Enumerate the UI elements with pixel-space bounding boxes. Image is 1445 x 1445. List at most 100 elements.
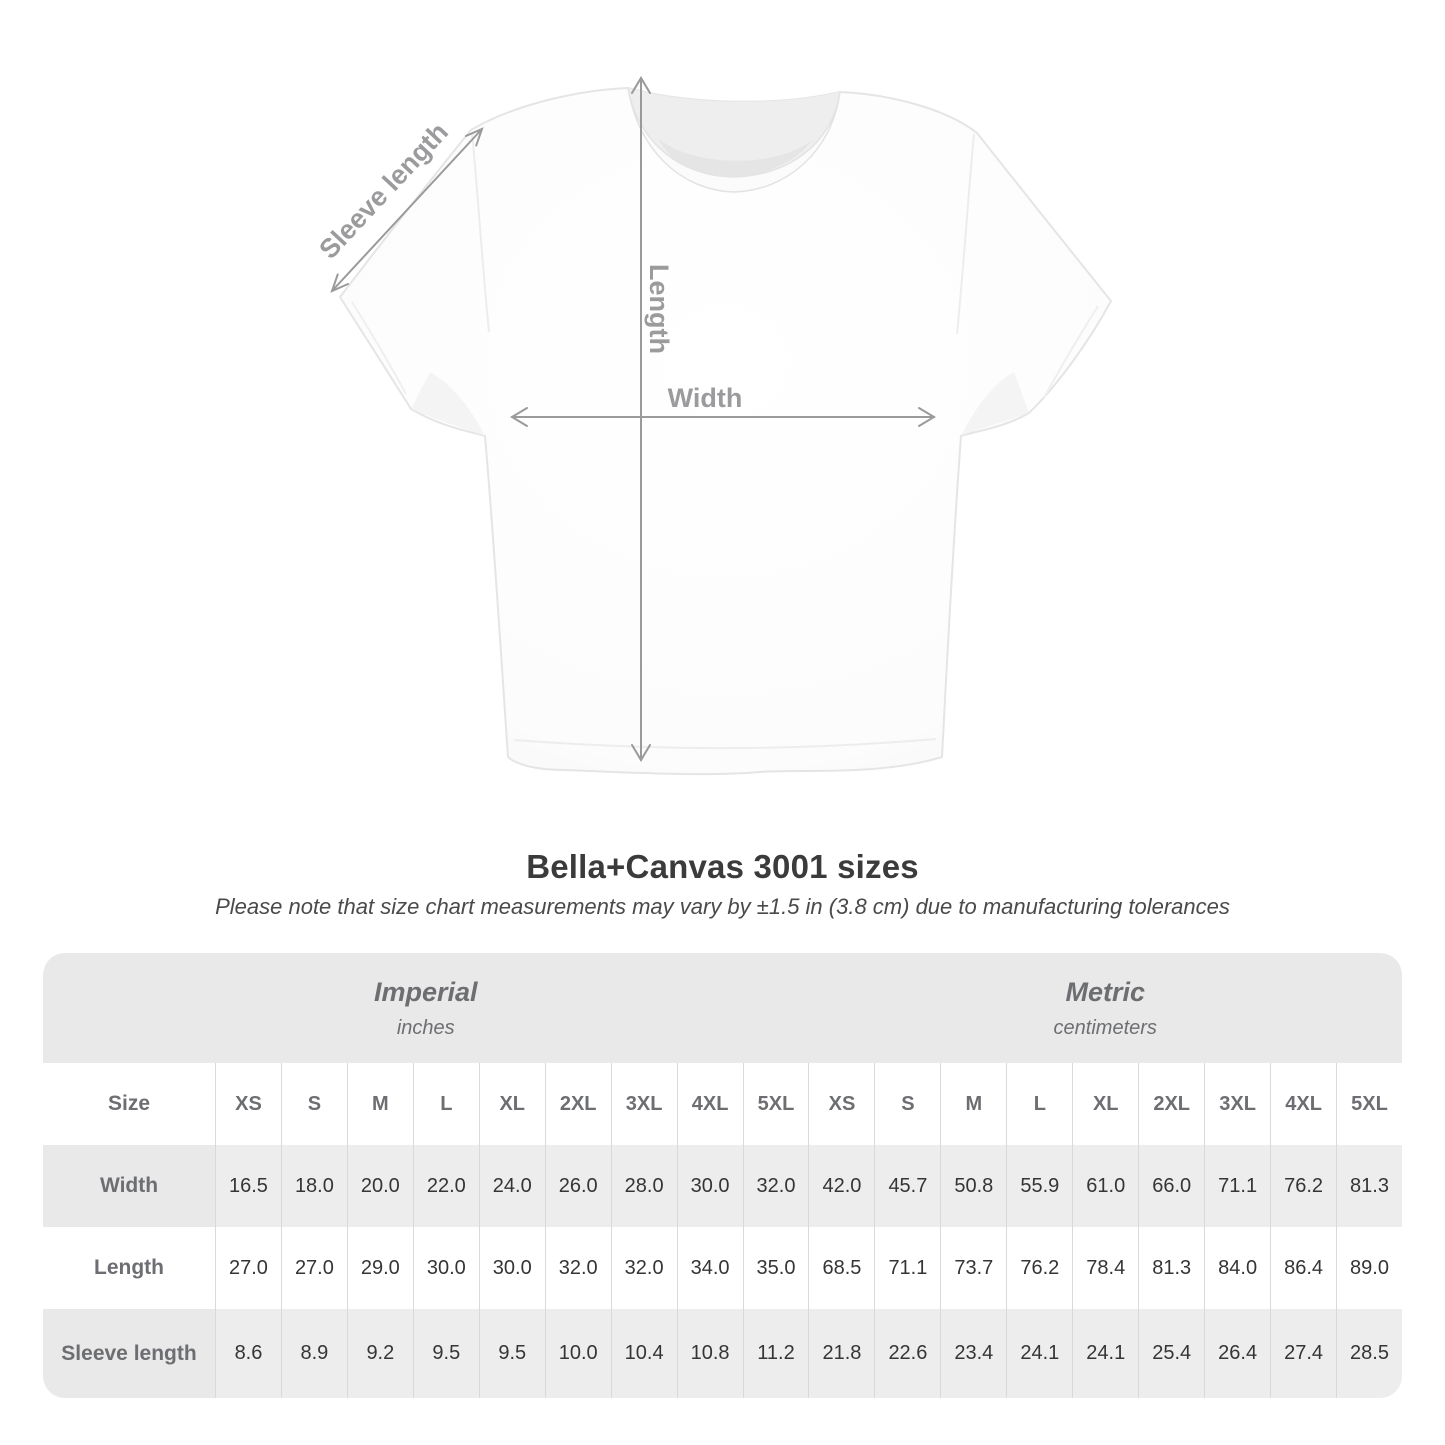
length-metric-3xl: 84.0	[1204, 1227, 1271, 1309]
sleeve-length-arrow	[330, 127, 484, 293]
length-imperial-xs: 27.0	[215, 1227, 281, 1309]
width-metric-4xl: 76.2	[1270, 1145, 1337, 1227]
width-metric-3xl: 71.1	[1204, 1145, 1271, 1227]
width-metric-2xl: 66.0	[1138, 1145, 1205, 1227]
length-metric-4xl: 86.4	[1270, 1227, 1337, 1309]
sleeve-length-metric-5xl: 28.5	[1336, 1309, 1402, 1398]
size-header-imperial-5xl: 5XL	[742, 1063, 809, 1145]
width-label: Width	[668, 383, 743, 413]
size-header-metric-s: S	[874, 1063, 941, 1145]
row-label-length: Length	[43, 1227, 215, 1309]
page-title: Bella+Canvas 3001 sizes	[526, 848, 919, 885]
size-header-imperial-s: S	[280, 1063, 347, 1145]
length-imperial-l: 30.0	[412, 1227, 479, 1309]
size-header-metric-2xl: 2XL	[1138, 1063, 1205, 1145]
left-shoulder-seam	[471, 131, 490, 333]
sleeve-length-metric-m: 23.4	[940, 1309, 1007, 1398]
length-metric-l: 76.2	[1006, 1227, 1073, 1309]
length-imperial-xl: 30.0	[478, 1227, 545, 1309]
size-header-metric-xl: XL	[1072, 1063, 1139, 1145]
length-arrow	[631, 76, 651, 762]
sleeve-length-imperial-s: 8.9	[280, 1309, 347, 1398]
length-label: Length	[644, 264, 674, 354]
width-imperial-5xl: 32.0	[742, 1145, 809, 1227]
width-metric-5xl: 81.3	[1336, 1145, 1402, 1227]
length-metric-xs: 68.5	[808, 1227, 875, 1309]
length-imperial-m: 29.0	[346, 1227, 413, 1309]
metric-group-title: Metric	[1065, 976, 1145, 1007]
width-arrow	[510, 407, 936, 427]
sleeve-length-imperial-xs: 8.6	[215, 1309, 281, 1398]
tshirt-silhouette	[339, 87, 1112, 776]
sleeve-length-imperial-3xl: 10.4	[610, 1309, 677, 1398]
tolerance-note: Please note that size chart measurements…	[215, 894, 1230, 919]
width-metric-s: 45.7	[874, 1145, 941, 1227]
length-imperial-4xl: 34.0	[676, 1227, 743, 1309]
length-imperial-s: 27.0	[280, 1227, 347, 1309]
metric-group-header: Metric centimeters	[808, 953, 1402, 1063]
sleeve-length-metric-xl: 24.1	[1072, 1309, 1139, 1398]
width-imperial-m: 20.0	[346, 1145, 413, 1227]
length-imperial-3xl: 32.0	[610, 1227, 677, 1309]
width-imperial-3xl: 28.0	[610, 1145, 677, 1227]
length-imperial-5xl: 35.0	[742, 1227, 809, 1309]
imperial-group-unit: inches	[396, 1016, 455, 1039]
right-shoulder-seam	[956, 133, 975, 335]
size-header-metric-5xl: 5XL	[1336, 1063, 1402, 1145]
sleeve-length-imperial-m: 9.2	[346, 1309, 413, 1398]
width-metric-xs: 42.0	[808, 1145, 875, 1227]
length-metric-5xl: 89.0	[1336, 1227, 1402, 1309]
width-imperial-l: 22.0	[412, 1145, 479, 1227]
size-table: Imperial inches Metric centimeters Size X…	[43, 953, 1402, 1398]
width-metric-m: 50.8	[940, 1145, 1007, 1227]
collar-band	[627, 87, 841, 193]
width-imperial-4xl: 30.0	[676, 1145, 743, 1227]
size-header-imperial-xl: XL	[478, 1063, 545, 1145]
size-header-imperial-4xl: 4XL	[676, 1063, 743, 1145]
width-metric-xl: 61.0	[1072, 1145, 1139, 1227]
size-header-imperial-xs: XS	[215, 1063, 281, 1145]
sleeve-length-metric-3xl: 26.4	[1204, 1309, 1271, 1398]
size-header-metric-4xl: 4XL	[1270, 1063, 1337, 1145]
size-header-imperial-3xl: 3XL	[610, 1063, 677, 1145]
imperial-group-header: Imperial inches	[43, 953, 809, 1063]
sleeve-length-metric-l: 24.1	[1006, 1309, 1073, 1398]
right-underarm-shadow	[961, 372, 1029, 436]
width-imperial-s: 18.0	[280, 1145, 347, 1227]
sleeve-length-metric-xs: 21.8	[808, 1309, 875, 1398]
width-metric-l: 55.9	[1006, 1145, 1073, 1227]
metric-group-unit: centimeters	[1053, 1016, 1157, 1039]
tshirt-diagram: Sleeve length Length Width	[313, 76, 1112, 776]
hem-stitch-line	[513, 738, 937, 750]
imperial-group-title: Imperial	[373, 976, 478, 1007]
width-imperial-xs: 16.5	[215, 1145, 281, 1227]
size-header-imperial-l: L	[412, 1063, 479, 1145]
row-label-sleeve-length: Sleeve length	[43, 1309, 215, 1398]
sleeve-length-metric-4xl: 27.4	[1270, 1309, 1337, 1398]
length-metric-s: 71.1	[874, 1227, 941, 1309]
sleeve-length-metric-s: 22.6	[874, 1309, 941, 1398]
width-imperial-2xl: 26.0	[544, 1145, 611, 1227]
length-metric-m: 73.7	[940, 1227, 1007, 1309]
left-sleeve-stitch	[351, 301, 407, 395]
length-metric-xl: 78.4	[1072, 1227, 1139, 1309]
sleeve-length-imperial-4xl: 10.8	[676, 1309, 743, 1398]
neck-shadow	[658, 138, 812, 180]
size-header-imperial-2xl: 2XL	[544, 1063, 611, 1145]
length-imperial-2xl: 32.0	[544, 1227, 611, 1309]
sleeve-length-imperial-xl: 9.5	[478, 1309, 545, 1398]
size-header-metric-m: M	[940, 1063, 1007, 1145]
size-header-metric-3xl: 3XL	[1204, 1063, 1271, 1145]
size-header-metric-l: L	[1006, 1063, 1073, 1145]
size-header-metric-xs: XS	[808, 1063, 875, 1145]
width-imperial-xl: 24.0	[478, 1145, 545, 1227]
row-label-width: Width	[43, 1145, 215, 1227]
right-sleeve-stitch	[1043, 305, 1099, 399]
sleeve-length-imperial-2xl: 10.0	[544, 1309, 611, 1398]
left-underarm-shadow	[411, 372, 485, 436]
sleeve-length-imperial-5xl: 11.2	[742, 1309, 809, 1398]
sleeve-length-metric-2xl: 25.4	[1138, 1309, 1205, 1398]
size-header-imperial-m: M	[346, 1063, 413, 1145]
sleeve-length-imperial-l: 9.5	[412, 1309, 479, 1398]
